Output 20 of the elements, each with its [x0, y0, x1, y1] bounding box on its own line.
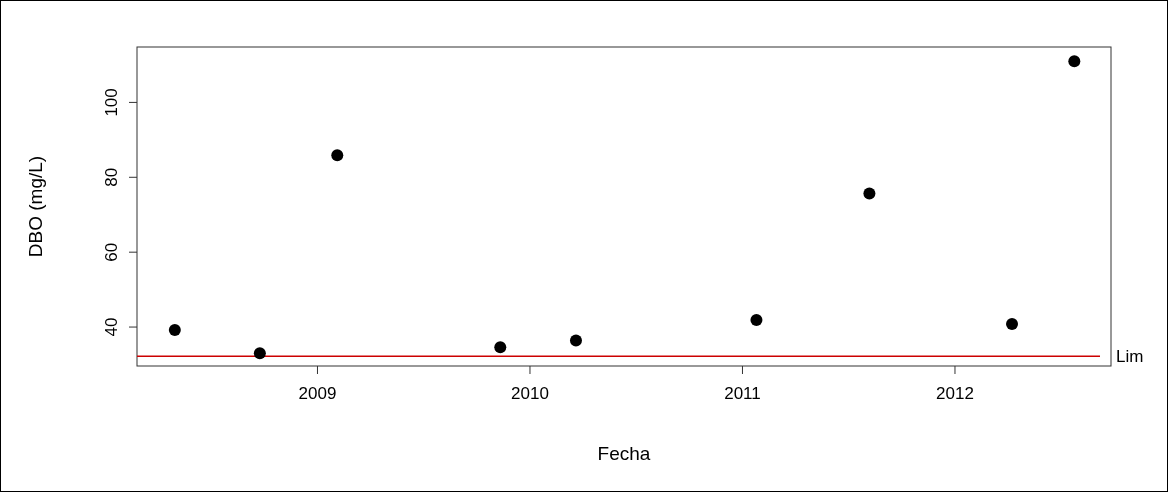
y-tick-label: 100 [102, 88, 121, 117]
point [863, 187, 876, 200]
x-tick-label: 2012 [936, 384, 974, 403]
y-tick-label: 40 [102, 317, 121, 337]
point [168, 324, 181, 337]
point [1068, 55, 1081, 68]
point [253, 347, 266, 360]
point [750, 313, 763, 326]
x-tick-label: 2011 [724, 384, 761, 403]
point [569, 334, 582, 347]
y-tick-label: 80 [102, 167, 121, 187]
ref-line-label: Lim [1116, 347, 1144, 367]
point [494, 341, 507, 354]
y-tick-label: 60 [102, 242, 121, 262]
point [331, 149, 344, 162]
point [1006, 318, 1019, 331]
x-tick-label: 2010 [511, 384, 549, 403]
x-tick-label: 2009 [298, 384, 337, 403]
y-axis-title: DBO (mg/L) [25, 155, 46, 258]
x-axis-title: Fecha [597, 443, 651, 464]
